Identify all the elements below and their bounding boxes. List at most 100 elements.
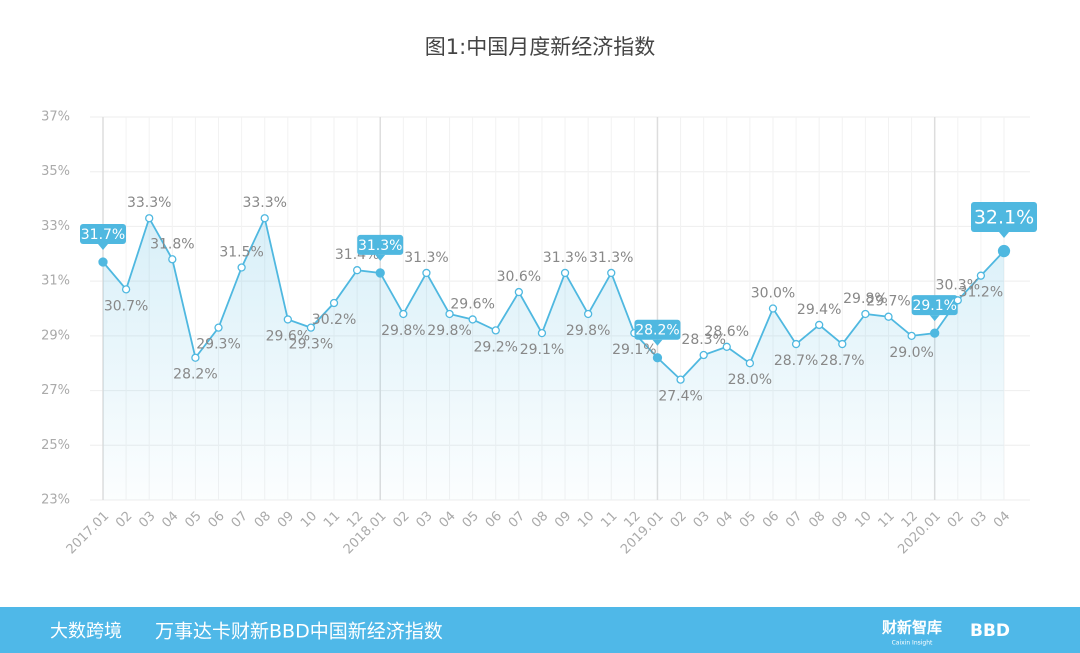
x-tick-label: 08 (806, 509, 828, 531)
x-tick-label: 2017.01 (64, 509, 113, 558)
point (584, 309, 593, 319)
footer-brand-sub: Caixin Insight (892, 640, 933, 647)
data-label: 29.7% (866, 294, 910, 310)
x-tick-label: 09 (275, 509, 297, 531)
x-tick-label: 06 (760, 509, 782, 531)
footer-source: 万事达卡财新BBD中国新经济指数 (155, 621, 443, 643)
y-tick-label: 33% (41, 219, 70, 234)
label-pointer (98, 243, 108, 250)
point (260, 214, 269, 223)
point (607, 268, 616, 278)
point (907, 331, 916, 341)
x-tick-label: 10 (575, 509, 597, 531)
point (537, 328, 547, 338)
data-label: 30.7% (104, 298, 148, 314)
label-pointer (999, 232, 1009, 239)
x-tick-label: 09 (829, 509, 851, 531)
point (930, 328, 940, 338)
point (145, 214, 154, 223)
y-tick-label: 31% (41, 274, 70, 289)
point (791, 339, 801, 349)
x-tick-label: 09 (552, 509, 574, 531)
data-label: 33.3% (127, 195, 171, 211)
x-tick-label: 11 (598, 509, 620, 531)
data-label: 30.3% (936, 277, 980, 293)
data-label: 31.8% (150, 236, 194, 252)
point (283, 315, 292, 324)
point (838, 339, 847, 349)
data-label: 29.8% (566, 323, 610, 339)
plot: 23%25%27%29%31%33%35%37%2017.01 02 03 04 05 0… (41, 110, 1037, 558)
data-label: 28.7% (774, 353, 818, 369)
x-tick-label: 04 (437, 509, 459, 531)
footer-brand: 财新智库 (882, 619, 942, 637)
point (445, 309, 454, 319)
data-label: 28.7% (820, 353, 864, 369)
point (422, 268, 431, 278)
footer-logo: 大数跨境 (50, 621, 122, 642)
data-label: 29.8% (427, 323, 471, 339)
label-box (80, 223, 126, 244)
x-tick-label: 03 (968, 509, 990, 531)
point (121, 285, 131, 294)
label-box (357, 234, 404, 255)
point (306, 323, 316, 332)
point (768, 304, 778, 313)
data-label: 27.4% (658, 389, 702, 405)
label-box (634, 319, 681, 340)
data-label: 29.3% (196, 337, 240, 353)
point (722, 342, 731, 351)
x-tick-label: 04 (714, 509, 736, 531)
label-pointer (652, 339, 663, 346)
data-label: 29.8% (843, 291, 887, 307)
point (191, 353, 200, 362)
point (491, 326, 500, 335)
x-tick-label: 07 (506, 509, 528, 531)
y-tick-label: 27% (41, 383, 70, 398)
point (953, 296, 962, 305)
label-pointer (929, 315, 940, 322)
data-label: 31.3% (543, 250, 587, 266)
label-box (911, 295, 958, 316)
y-tick-label: 29% (41, 328, 70, 343)
data-label: 33.3% (242, 195, 286, 211)
x-tick-label: 10 (852, 509, 874, 531)
x-tick-label: 05 (737, 509, 759, 531)
point (168, 255, 177, 264)
x-tick-label: 04 (991, 509, 1013, 531)
data-label: 28.0% (728, 372, 772, 388)
x-tick-label: 07 (229, 509, 251, 531)
x-tick-label: 04 (159, 509, 181, 531)
x-tick-label: 02 (668, 509, 690, 531)
data-label: 29.4% (797, 302, 841, 318)
data-label: 31.3% (358, 238, 402, 254)
x-tick-label: 02 (945, 509, 967, 531)
x-tick-label: 11 (321, 509, 343, 531)
point (468, 315, 477, 324)
point (745, 359, 755, 368)
point (976, 271, 986, 280)
label-pointer (375, 254, 386, 261)
data-label: 29.0% (889, 345, 933, 361)
data-label: 28.2% (635, 323, 679, 339)
data-label: 31.7% (81, 227, 125, 243)
x-tick-label: 05 (460, 509, 482, 531)
data-label: 28.6% (705, 324, 749, 340)
data-label: 30.2% (312, 312, 356, 328)
line (102, 215, 1005, 381)
x-tick-label: 11 (875, 509, 897, 531)
label-box (971, 202, 1037, 233)
point (329, 298, 339, 308)
x-tick-label: 03 (413, 509, 435, 531)
area (103, 218, 1004, 500)
x-tick-label: 02 (390, 509, 412, 531)
data-label: 29.8% (381, 323, 425, 339)
point (699, 350, 708, 360)
point (352, 266, 362, 275)
data-label: 28.3% (681, 332, 725, 348)
x-tick-label: 08 (529, 509, 551, 531)
data-label: 29.6% (266, 328, 310, 344)
x-tick-label: 08 (252, 509, 274, 531)
data-label: 31.2% (959, 285, 1003, 301)
